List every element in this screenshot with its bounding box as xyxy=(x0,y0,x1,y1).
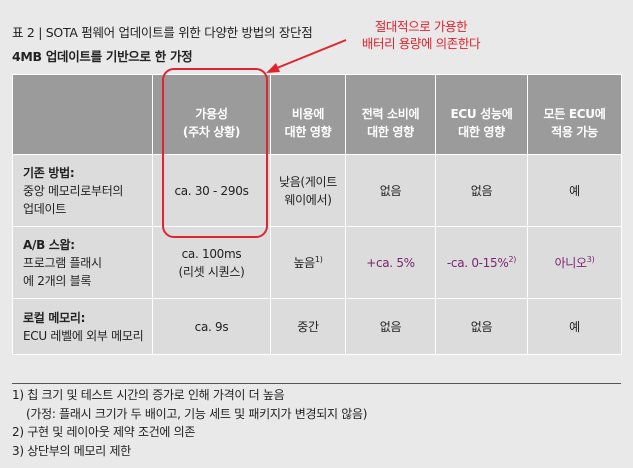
cell-performance: 없음 xyxy=(435,298,528,355)
header-availability: 가용성 (주차 상황) xyxy=(152,74,271,155)
cell-power: 없음 xyxy=(345,298,436,355)
row-method-desc: 프로그램 플래시 에 2개의 블록 xyxy=(23,255,102,288)
footnote-2: 2) 구현 및 레이아웃 제약 조건에 의존 xyxy=(12,425,196,439)
cell-availability: ca. 100ms (리셋 시퀀스) xyxy=(152,226,271,299)
row-heading: 로컬 메모리: ECU 레벨에 외부 메모리 xyxy=(12,298,153,355)
cell-cost: 중간 xyxy=(270,298,346,355)
cell-performance: -ca. 0-15%2) xyxy=(435,226,528,299)
row-heading: A/B 스왑: 프로그램 플래시 에 2개의 블록 xyxy=(12,226,153,299)
row-heading: 기존 방법: 중앙 메모리로부터의 업데이트 xyxy=(12,154,153,227)
table-caption-subtitle: 4MB 업데이트를 기반으로 한 가정 xyxy=(12,49,193,64)
cell-power: +ca. 5% xyxy=(345,226,436,299)
table-header-row: 가용성 (주차 상황) 비용에 대한 영향 전력 소비에 대한 영향 ECU 성능에 대… xyxy=(12,74,622,155)
callout-annotation: 절대적으로 가용한 배터리 용량에 의존한다 xyxy=(346,18,496,52)
footnote-ref: 2) xyxy=(508,254,517,264)
footnote-1-detail: (가정: 플래시 크기가 두 배이고, 기능 세트 및 패키지가 변경되지 않음… xyxy=(26,406,368,421)
comparison-table: 가용성 (주차 상황) 비용에 대한 영향 전력 소비에 대한 영향 ECU 성능에 대… xyxy=(12,74,622,355)
footnote-1: 1) 칩 크기 및 테스트 시간의 증가로 인해 가격이 더 높음 xyxy=(12,388,285,402)
callout-line-1: 절대적으로 가용한 xyxy=(374,19,468,34)
header-power-impact: 전력 소비에 대한 영향 xyxy=(345,74,436,155)
callout-arrow-line xyxy=(271,39,347,71)
cell-applicable: 예 xyxy=(527,154,622,227)
cell-power: 없음 xyxy=(345,154,436,227)
cell-availability: ca. 30 - 290s xyxy=(152,154,271,227)
cell-cost-text: 높음 xyxy=(293,255,315,270)
cell-applicable-text: 아니오 xyxy=(554,255,588,270)
row-method-name: A/B 스왑: xyxy=(23,237,75,252)
footnote-3: 3) 상단부의 메모리 제한 xyxy=(12,443,131,458)
footnotes: 1) 칩 크기 및 테스트 시간의 증가로 인해 가격이 더 높음 (가정: 플… xyxy=(12,383,621,460)
row-method-desc: 중앙 메모리로부터의 업데이트 xyxy=(23,183,124,216)
cell-cost: 낮음(게이트 웨이에서) xyxy=(270,154,346,227)
row-method-name: 로컬 메모리: xyxy=(23,310,86,325)
cell-applicable: 아니오3) xyxy=(527,226,622,299)
row-method-name: 기존 방법: xyxy=(23,165,75,180)
cell-performance-text: -ca. 0-15% xyxy=(446,255,509,270)
table-row: 로컬 메모리: ECU 레벨에 외부 메모리 ca. 9s 중간 없음 없음 예 xyxy=(12,298,622,355)
table-caption-title: 표 2 | SOTA 펌웨어 업데이트를 위한 다양한 방법의 장단점 xyxy=(12,25,313,40)
header-blank-cell xyxy=(12,74,153,155)
cell-cost: 높음1) xyxy=(270,226,346,299)
callout-line-2: 배터리 용량에 의존한다 xyxy=(361,36,481,51)
header-all-ecu-applicable: 모든 ECU에 적용 가능 xyxy=(527,74,622,155)
cell-availability: ca. 9s xyxy=(152,298,271,355)
table-row: 기존 방법: 중앙 메모리로부터의 업데이트 ca. 30 - 290s 낮음(게… xyxy=(12,154,622,227)
header-cost-impact: 비용에 대한 영향 xyxy=(270,74,346,155)
cell-performance: 없음 xyxy=(435,154,528,227)
row-method-desc: ECU 레벨에 외부 메모리 xyxy=(23,328,144,343)
footnote-ref: 3) xyxy=(586,254,595,264)
header-ecu-performance: ECU 성능에 대한 영향 xyxy=(435,74,528,155)
cell-applicable: 예 xyxy=(527,298,622,355)
availability-highlight-box xyxy=(162,68,268,238)
table-row: A/B 스왑: 프로그램 플래시 에 2개의 블록 ca. 100ms (리셋 시퀀… xyxy=(12,226,622,299)
footnote-ref: 1) xyxy=(314,254,323,264)
callout-arrow-head xyxy=(266,63,280,73)
